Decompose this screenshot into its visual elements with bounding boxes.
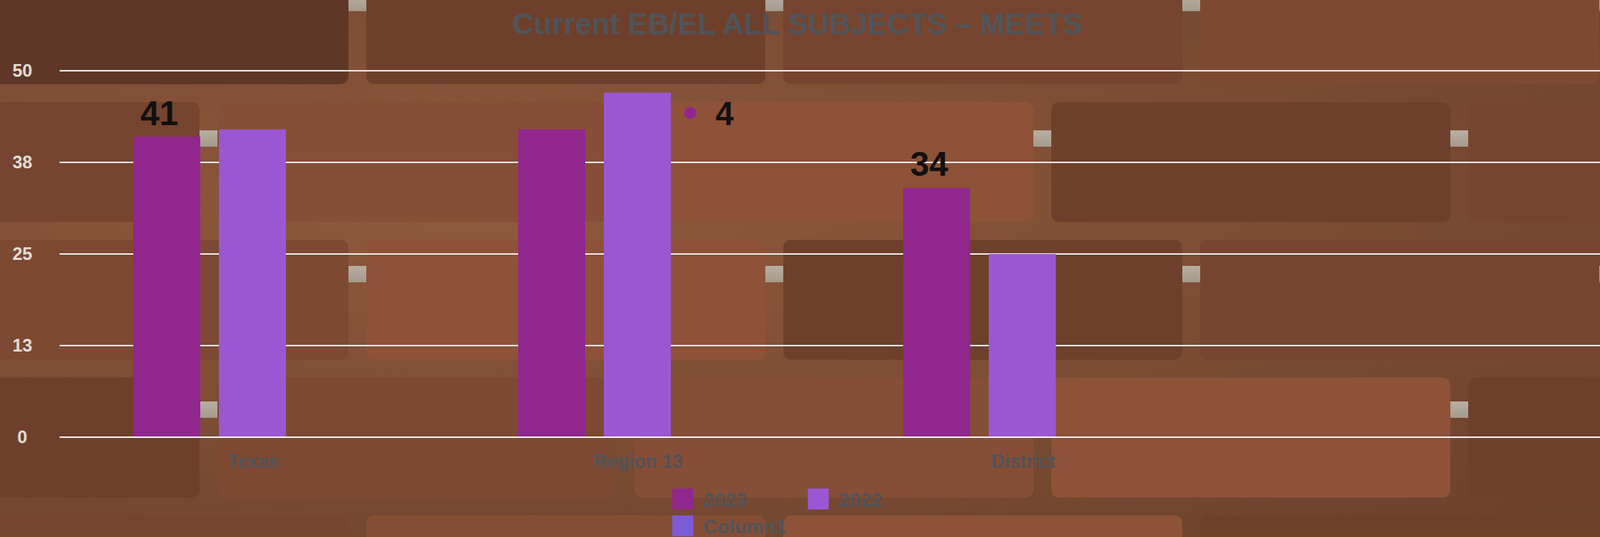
tick-label: 13 [12,335,33,356]
grid-line [59,344,1600,347]
brick [0,0,349,85]
brick [1200,239,1600,360]
brick [783,239,1183,360]
legend-label: 2023 [703,488,747,511]
category-label: Texas [227,450,280,472]
bar [133,136,201,438]
brick [0,515,349,537]
data-label: 41 [139,93,178,133]
brick [1200,515,1600,537]
bar [518,129,586,438]
x-axis [59,436,1600,438]
brick [783,515,1183,537]
legend-label: Column1 [703,515,787,537]
grid-line [59,161,1600,164]
legend-swatch [672,515,694,537]
annotation: 4 [715,95,735,132]
bar [603,93,671,438]
title: Current EB/EL ALL SUBJECTS – MEETS [512,7,1083,41]
bar [903,187,971,438]
tick-label: 0 [17,426,27,447]
tick-label: 50 [12,60,33,81]
tick-label: 25 [12,243,33,264]
annotation-dot [684,107,697,120]
labels: 41 34 4 [139,93,949,184]
grid-line [59,253,1600,255]
legend-swatch [672,488,694,510]
bar [988,253,1056,438]
legend-label: 2022 [839,488,883,511]
grid-line [59,69,1600,72]
data-label: 34 [909,144,949,184]
plot-area [133,93,1056,438]
grid-line [59,436,1600,438]
category-label: Region 13 [594,450,683,472]
brick [1200,0,1600,85]
category-label: District [990,450,1056,472]
tick-label: 38 [12,151,33,172]
legend-swatch [807,488,829,510]
bar [218,129,286,438]
